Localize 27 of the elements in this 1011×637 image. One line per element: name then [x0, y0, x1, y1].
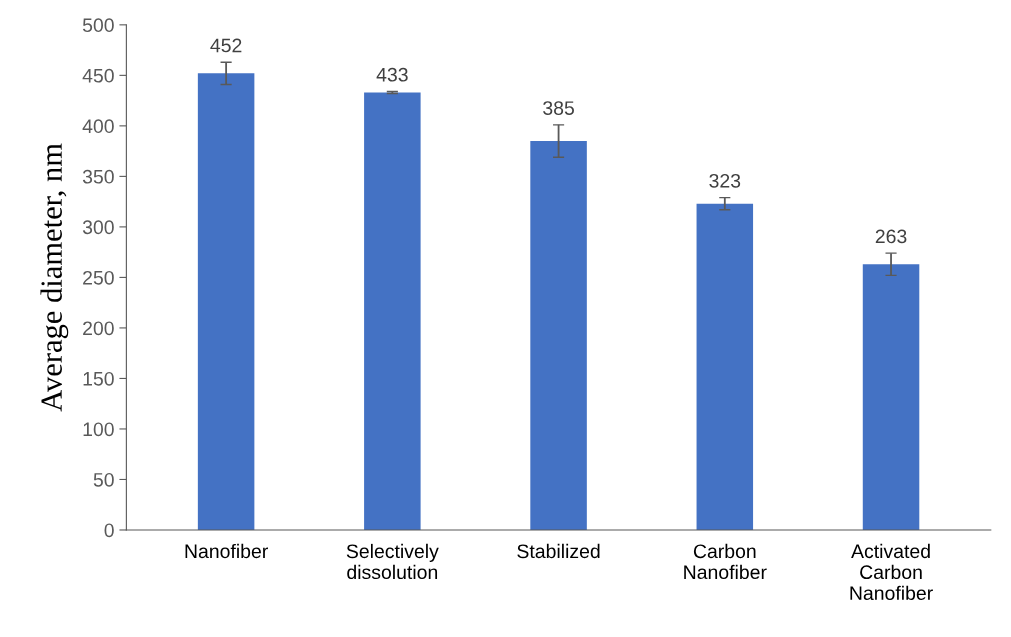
x-tick-label: Nanofiber [185, 543, 268, 559]
y-tick-label: 300 [82, 220, 114, 235]
x-tick-label: Selectively dissolution [346, 543, 439, 580]
y-tick-label: 150 [83, 371, 114, 386]
bar [696, 203, 754, 530]
data-label: 263 [875, 229, 907, 244]
x-tick-label: Stabilized [517, 543, 600, 559]
y-tick-label: 400 [82, 119, 114, 134]
data-label: 452 [210, 38, 242, 53]
bar [197, 73, 255, 530]
y-tick-label: 500 [82, 18, 114, 33]
bar [364, 92, 421, 530]
y-tick-label: 50 [93, 472, 114, 487]
y-tick-label: 250 [83, 270, 114, 285]
bar [530, 141, 587, 530]
y-tick-label: 450 [82, 68, 114, 83]
data-label: 385 [543, 101, 574, 115]
y-tick-label: 100 [83, 422, 114, 437]
x-tick-label: Activated Carbon Nanofiber [850, 543, 933, 601]
y-tick-label: 0 [104, 523, 114, 538]
bar [862, 264, 920, 530]
y-tick-label: 350 [82, 169, 114, 184]
x-tick-label: Carbon Nanofiber [684, 543, 767, 580]
y-tick-label: 200 [83, 321, 114, 336]
y-axis-title: Average diameter, nm [40, 143, 69, 412]
data-label: 323 [709, 173, 741, 188]
data-label: 433 [376, 67, 408, 82]
